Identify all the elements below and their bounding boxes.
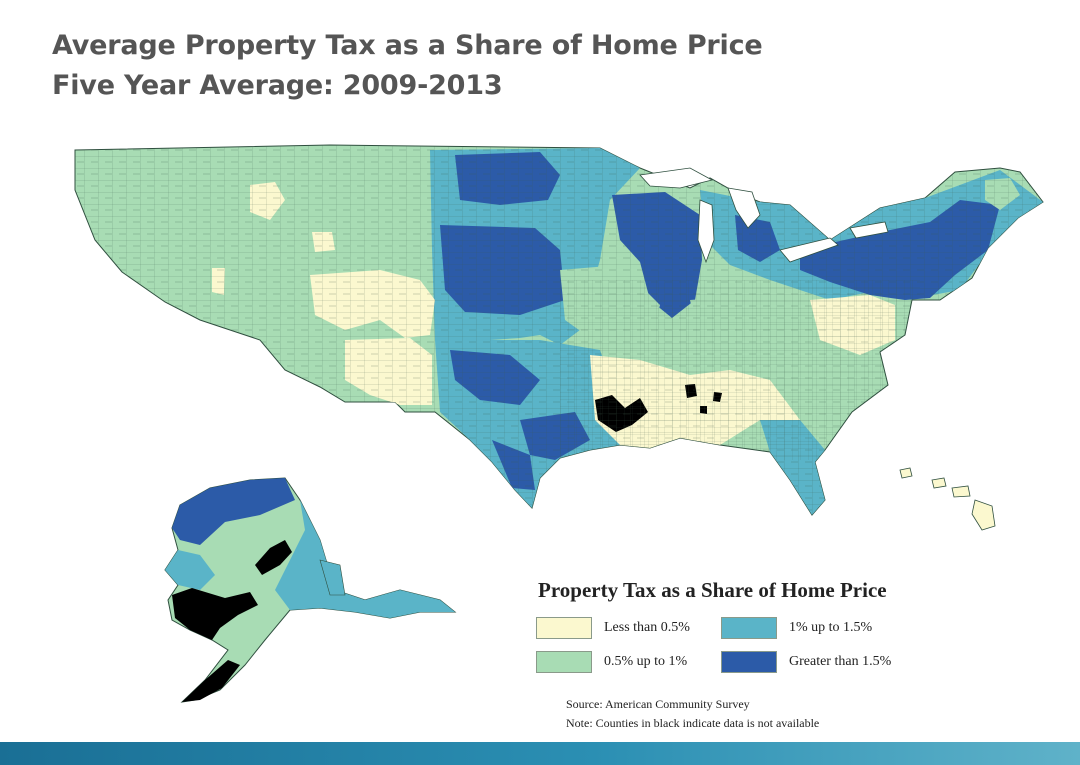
- footer-bar: [0, 742, 1080, 765]
- legend-swatch: [721, 617, 777, 639]
- legend-swatch: [536, 651, 592, 673]
- legend-item: Less than 0.5%: [536, 617, 721, 639]
- title-line-1: Average Property Tax as a Share of Home …: [52, 30, 763, 61]
- source-note: Source: American Community Survey: [566, 697, 750, 711]
- legend-item: 1% up to 1.5%: [721, 617, 921, 639]
- legend-swatch: [721, 651, 777, 673]
- alaska-no-data-southwest: [172, 588, 258, 640]
- legend-label: Less than 0.5%: [604, 620, 690, 635]
- legend-title: Property Tax as a Share of Home Price: [538, 578, 887, 602]
- legend-item: Greater than 1.5%: [721, 651, 921, 673]
- alaska-north-high: [172, 478, 295, 545]
- alaska-no-data-peninsula: [182, 660, 240, 702]
- map-legend: Property Tax as a Share of Home Price Le…: [530, 578, 1000, 733]
- legend-notes: Source: American Community Survey Note: …: [566, 695, 1000, 733]
- lake-ontario: [849, 221, 889, 239]
- legend-label: 1% up to 1.5%: [789, 620, 873, 635]
- lake-michigan: [697, 199, 715, 264]
- title-line-2: Five Year Average: 2009-2013: [52, 70, 503, 101]
- alaska-southeast-1to15: [275, 500, 455, 618]
- lake-erie: [779, 237, 839, 263]
- legend-label: Greater than 1.5%: [789, 654, 892, 669]
- legend-grid: Less than 0.5% 1% up to 1.5% 0.5% up to …: [536, 617, 1000, 673]
- lake-superior: [639, 167, 714, 189]
- legend-item: 0.5% up to 1%: [536, 651, 721, 673]
- legend-swatch: [536, 617, 592, 639]
- lake-huron: [727, 187, 761, 229]
- hawaii: [899, 467, 996, 531]
- legend-label: 0.5% up to 1%: [604, 654, 688, 669]
- alaska-west-1to15: [165, 550, 215, 590]
- no-data-note: Note: Counties in black indicate data is…: [566, 716, 820, 730]
- alaska-no-data-interior: [255, 540, 292, 575]
- alaska: [164, 477, 457, 703]
- alaska-panhandle: [319, 559, 346, 596]
- us-contiguous: [74, 144, 1044, 516]
- slide-title: Average Property Tax as a Share of Home …: [52, 26, 763, 106]
